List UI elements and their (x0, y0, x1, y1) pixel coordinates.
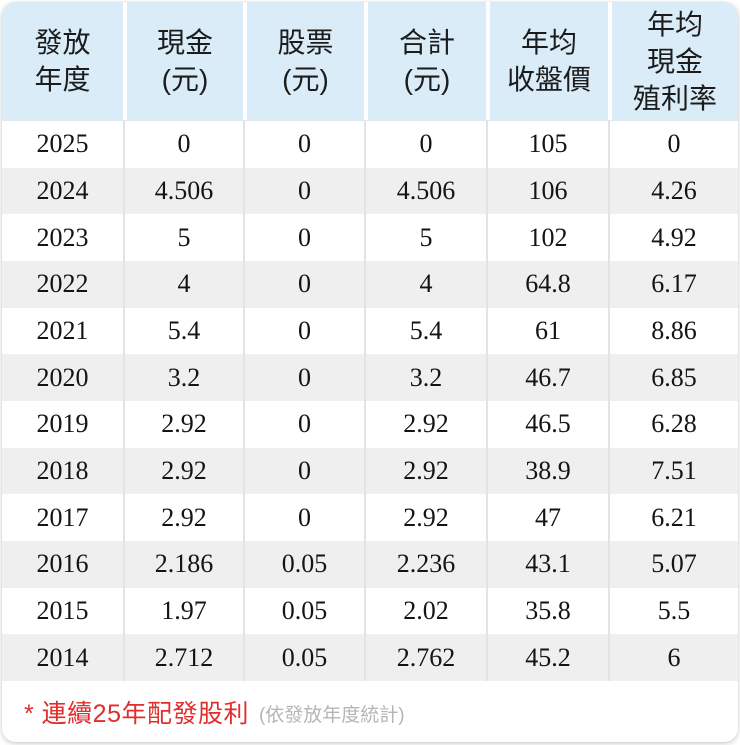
year-cell: 2015 (36, 596, 89, 626)
value-cell: 6 (608, 634, 738, 682)
year-cell: 2024 (36, 176, 89, 205)
year-cell: 2023 (36, 222, 89, 252)
footnote-gray: (依發放年度統計) (258, 704, 405, 726)
value-cell: 0 (243, 307, 364, 355)
value-cell: 5.4 (123, 307, 243, 355)
table-row: 2019 2.92 0 2.92 46.5 6.28 (2, 401, 738, 448)
value-cell: 4 (364, 261, 486, 308)
value-cell: 2.186 (123, 541, 243, 588)
value-cell: 2.92 (364, 494, 486, 542)
value-cell: 5 (364, 214, 486, 262)
year-cell: 2014 (36, 642, 89, 672)
value-cell: 0 (243, 447, 364, 495)
table-row: 2014 2.712 0.05 2.762 45.2 6 (2, 634, 738, 682)
value-cell: 0.05 (243, 634, 364, 682)
header-avg-close: 年均 收盤價 (486, 2, 608, 120)
value-cell: 61 (486, 307, 608, 355)
year-cell: 2017 (36, 502, 89, 532)
value-cell: 43.1 (486, 541, 608, 588)
value-cell: 4.506 (364, 167, 486, 215)
value-cell: 35.8 (486, 587, 608, 635)
value-cell: 6.17 (608, 261, 738, 308)
year-cell: 2022 (36, 269, 89, 299)
value-cell: 0 (123, 121, 243, 168)
header-avg-yield: 年均 現金 殖利率 (608, 2, 738, 120)
value-cell: 4.92 (608, 214, 738, 262)
value-cell: 0 (243, 494, 364, 542)
value-cell: 4 (123, 261, 243, 308)
table-row: 2016 2.186 0.05 2.236 43.1 5.07 (2, 541, 738, 588)
value-cell: 0 (243, 121, 364, 168)
value-cell: 8.86 (608, 307, 738, 355)
table-row: 2018 2.92 0 2.92 38.9 7.51 (2, 447, 738, 495)
value-cell: 1.97 (123, 587, 243, 635)
value-cell: 5.5 (608, 587, 738, 635)
value-cell: 46.5 (486, 401, 608, 448)
value-cell: 0 (608, 121, 738, 168)
year-cell: 2025 (36, 129, 89, 159)
table-row: 2024 4.506 0 4.506 106 4.26 (2, 167, 738, 215)
value-cell: 3.2 (364, 354, 486, 402)
header-year: 發放 年度 (2, 2, 123, 120)
header-cash: 現金 (元) (123, 2, 243, 120)
value-cell: 5.07 (608, 541, 738, 588)
table-row: 2023 5 0 5 102 4.92 (2, 214, 738, 262)
table-row: 2021 5.4 0 5.4 61 8.86 (2, 307, 738, 355)
value-cell: 4.26 (608, 167, 738, 215)
table-row: 2015 1.97 0.05 2.02 35.8 5.5 (2, 587, 738, 635)
value-cell: 2.762 (364, 634, 486, 682)
value-cell: 106 (486, 167, 608, 215)
value-cell: 0 (243, 401, 364, 448)
value-cell: 2.92 (123, 401, 243, 448)
value-cell: 64.8 (486, 261, 608, 308)
value-cell: 45.2 (486, 634, 608, 682)
table-row: 2025 0 0 0 105 0 (2, 121, 738, 168)
value-cell: 4.506 (123, 167, 243, 215)
header-stock: 股票 (元) (243, 2, 364, 120)
table-body: 2025 0 0 0 105 0 2024 4.506 0 4.506 106 4.26 2023 5 0 5… (2, 121, 738, 682)
value-cell: 5.4 (364, 307, 486, 355)
value-cell: 0 (243, 214, 364, 262)
value-cell: 2.92 (364, 447, 486, 495)
value-cell: 0 (243, 354, 364, 402)
value-cell: 6.21 (608, 494, 738, 542)
year-cell: 2016 (36, 549, 89, 579)
year-cell: 2020 (36, 362, 89, 392)
value-cell: 6.28 (608, 401, 738, 448)
value-cell: 38.9 (486, 447, 608, 495)
value-cell: 0 (243, 167, 364, 215)
table-row: 2017 2.92 0 2.92 47 6.21 (2, 494, 738, 542)
value-cell: 102 (486, 214, 608, 262)
value-cell: 2.92 (123, 447, 243, 495)
value-cell: 2.02 (364, 587, 486, 635)
footnote-red: * 連續25年配發股利 (24, 699, 249, 728)
value-cell: 47 (486, 494, 608, 542)
value-cell: 2.92 (123, 494, 243, 542)
value-cell: 0 (364, 121, 486, 168)
value-cell: 3.2 (123, 354, 243, 402)
year-cell: 2019 (36, 409, 89, 439)
header-total: 合計 (元) (364, 2, 486, 120)
value-cell: 7.51 (608, 447, 738, 495)
table-header-row: 發放 年度 現金 (元) 股票 (元) 合計 (元) 年均 收盤價 年均 現金 … (2, 2, 738, 121)
value-cell: 46.7 (486, 354, 608, 402)
value-cell: 105 (486, 121, 608, 168)
table-row: 2022 4 0 4 64.8 6.17 (2, 261, 738, 308)
value-cell: 2.712 (123, 634, 243, 682)
value-cell: 0.05 (243, 541, 364, 588)
table-row: 2020 3.2 0 3.2 46.7 6.85 (2, 354, 738, 402)
value-cell: 2.92 (364, 401, 486, 448)
year-cell: 2018 (36, 456, 89, 486)
value-cell: 2.236 (364, 541, 486, 588)
value-cell: 0 (243, 261, 364, 308)
table-footnote: * 連續25年配發股利 (依發放年度統計) (2, 681, 738, 742)
value-cell: 0.05 (243, 587, 364, 635)
value-cell: 5 (123, 214, 243, 262)
year-cell: 2021 (36, 316, 89, 346)
value-cell: 6.85 (608, 354, 738, 402)
